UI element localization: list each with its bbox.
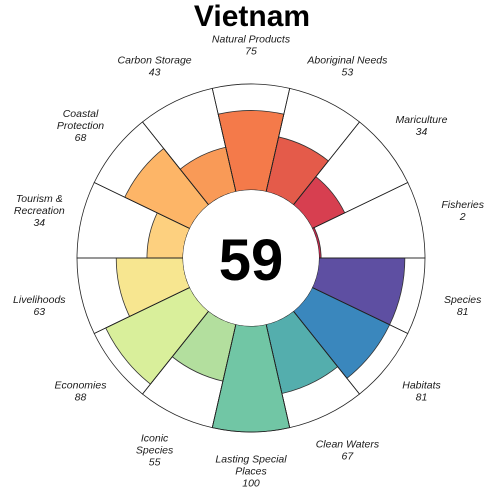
petal-label-10: Livelihoods 63 <box>13 294 66 318</box>
petal-label-2: Mariculture 34 <box>396 114 448 138</box>
petal-labels-group: Natural Products 75 Aboriginal Needs 53 Mari… <box>13 34 485 490</box>
petal-label-12: Coastal Protection 68 <box>57 108 104 144</box>
petal-label-0: Natural Products 75 <box>212 34 291 58</box>
petal-label-9: Economies 88 <box>55 379 108 403</box>
overall-score: 59 <box>219 228 284 293</box>
petal-label-7: Lasting Special Places 100 <box>215 454 287 490</box>
petal-label-11: Tourism & Recreation 34 <box>14 193 65 229</box>
petal-label-6: Clean Waters 67 <box>316 439 380 463</box>
petal-label-1: Aboriginal Needs 53 <box>306 55 388 79</box>
center-circle <box>183 190 319 326</box>
petal-label-8: Iconic Species 55 <box>136 433 174 469</box>
petal-label-13: Carbon Storage 43 <box>118 55 192 79</box>
petal-label-4: Species 81 <box>444 294 482 318</box>
chart-title: Vietnam <box>194 0 310 33</box>
petal-label-5: Habitats 81 <box>402 379 441 403</box>
petal-label-3: Fisheries 2 <box>441 199 484 223</box>
